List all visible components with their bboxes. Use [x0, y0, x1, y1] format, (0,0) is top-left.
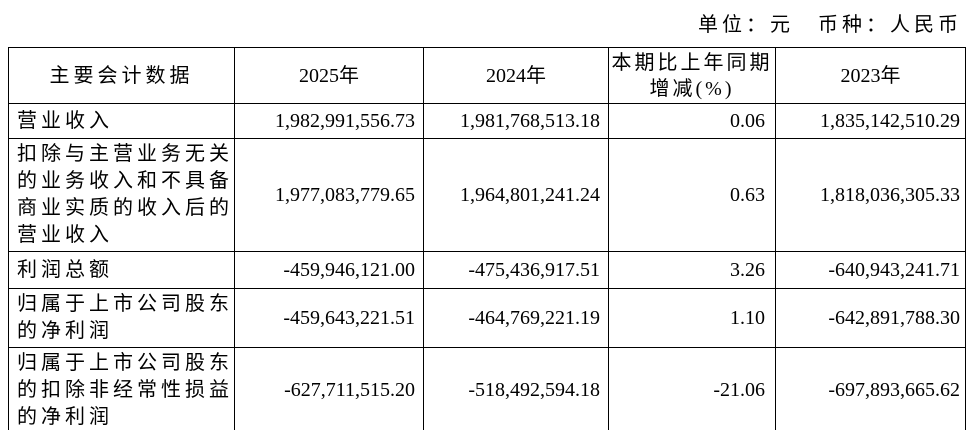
- table-row-adjusted-revenue: 扣除与主营业务无关的业务收入和不具备商业实质的收入后的营业收入 1,977,08…: [8, 138, 966, 252]
- value-2024: 1,964,801,241.24: [423, 138, 609, 252]
- value-2025: -459,643,221.51: [234, 288, 424, 348]
- change-percent: 1.10: [608, 288, 776, 348]
- table-header-row: 主要会计数据 2025年 2024年 本期比上年同期增减(%) 2023年: [8, 47, 966, 104]
- value-2023: -640,943,241.71: [775, 251, 966, 289]
- value-2023: -697,893,665.62: [775, 347, 966, 430]
- column-header-metric: 主要会计数据: [8, 47, 235, 104]
- change-percent: 0.63: [608, 138, 776, 252]
- row-label: 营业收入: [8, 103, 235, 139]
- financial-table: 主要会计数据 2025年 2024年 本期比上年同期增减(%) 2023年 营业…: [8, 47, 966, 430]
- value-2025: 1,982,991,556.73: [234, 103, 424, 139]
- unit-currency-label: 单位：元 币种：人民币: [698, 14, 962, 36]
- table-row-total-profit: 利润总额 -459,946,121.00 -475,436,917.51 3.2…: [8, 251, 966, 289]
- column-header-2023: 2023年: [775, 47, 966, 104]
- row-label: 归属于上市公司股东的净利润: [8, 288, 235, 348]
- change-percent: 0.06: [608, 103, 776, 139]
- row-label: 扣除与主营业务无关的业务收入和不具备商业实质的收入后的营业收入: [8, 138, 235, 252]
- value-2023: 1,818,036,305.33: [775, 138, 966, 252]
- row-label: 利润总额: [8, 251, 235, 289]
- change-percent: 3.26: [608, 251, 776, 289]
- table-row-net-profit-attributable: 归属于上市公司股东的净利润 -459,643,221.51 -464,769,2…: [8, 288, 966, 348]
- value-2023: -642,891,788.30: [775, 288, 966, 348]
- value-2024: -518,492,594.18: [423, 347, 609, 430]
- change-percent: -21.06: [608, 347, 776, 430]
- column-header-2025: 2025年: [234, 47, 424, 104]
- value-2024: 1,981,768,513.18: [423, 103, 609, 139]
- column-header-change-percent: 本期比上年同期增减(%): [608, 47, 776, 104]
- value-2025: -459,946,121.00: [234, 251, 424, 289]
- table-row-operating-revenue: 营业收入 1,982,991,556.73 1,981,768,513.18 0…: [8, 103, 966, 139]
- value-2023: 1,835,142,510.29: [775, 103, 966, 139]
- value-2025: 1,977,083,779.65: [234, 138, 424, 252]
- value-2024: -475,436,917.51: [423, 251, 609, 289]
- row-label: 归属于上市公司股东的扣除非经常性损益的净利润: [8, 347, 235, 430]
- column-header-2024: 2024年: [423, 47, 609, 104]
- value-2024: -464,769,221.19: [423, 288, 609, 348]
- table-row-net-profit-excl-nonrecurring: 归属于上市公司股东的扣除非经常性损益的净利润 -627,711,515.20 -…: [8, 347, 966, 430]
- value-2025: -627,711,515.20: [234, 347, 424, 430]
